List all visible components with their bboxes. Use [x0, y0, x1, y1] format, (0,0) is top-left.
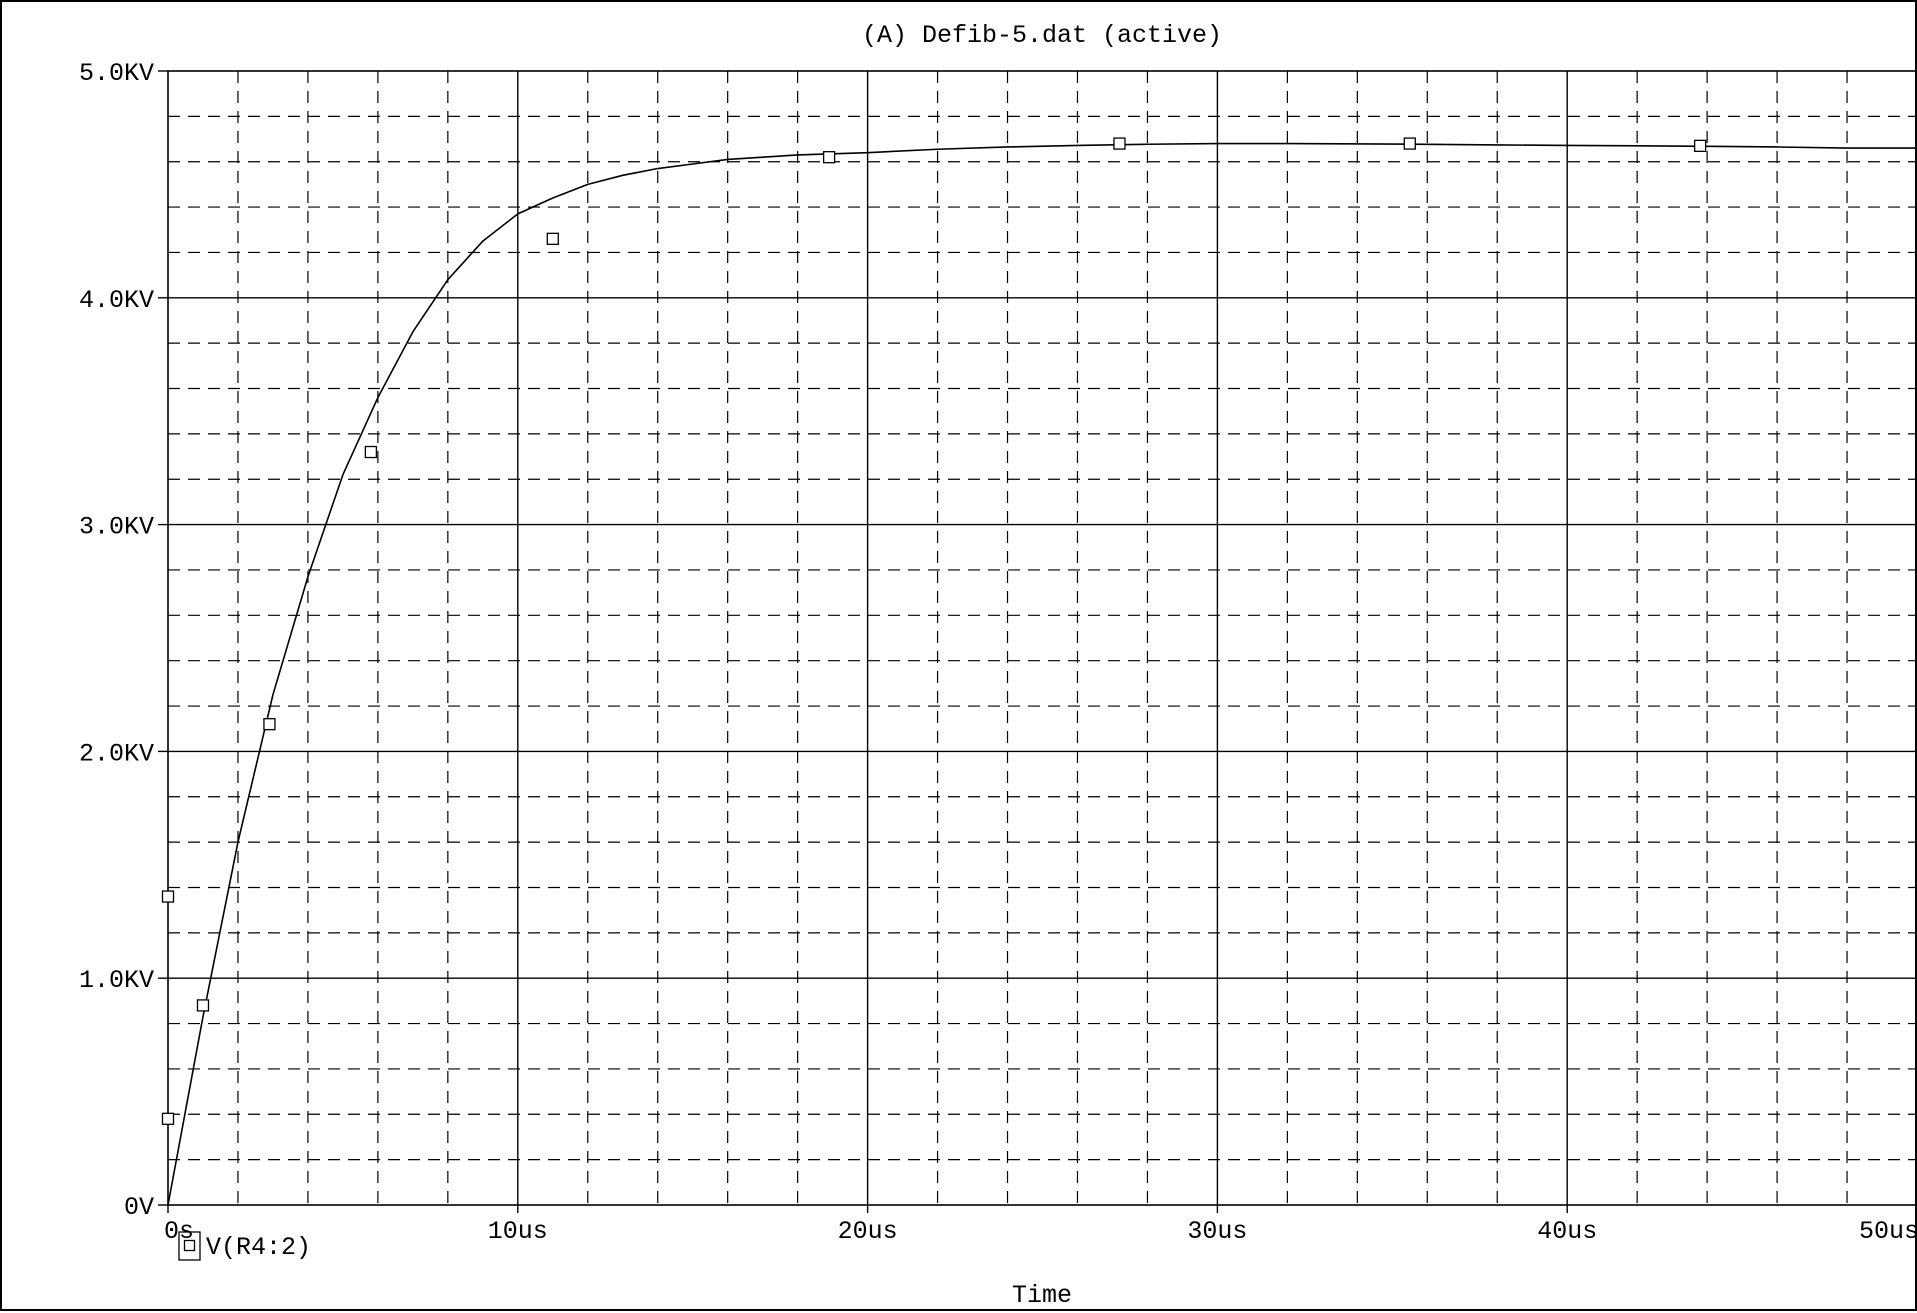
y-tick-label: 5.0KV: [79, 59, 154, 88]
x-tick-label: 30us: [1187, 1217, 1247, 1246]
data-point-marker: [1695, 140, 1706, 151]
series-line-v-r4-2: [168, 144, 1917, 1205]
data-point-marker: [365, 447, 376, 458]
data-point-marker: [824, 152, 835, 163]
data-point-marker: [163, 1113, 174, 1124]
x-tick-label: 40us: [1537, 1217, 1597, 1246]
y-tick-label: 4.0KV: [79, 286, 154, 315]
y-tick-label: 1.0KV: [79, 966, 154, 995]
data-point-marker: [264, 719, 275, 730]
data-point-marker: [197, 1000, 208, 1011]
data-point-marker: [163, 891, 174, 902]
x-tick-label: 50us: [1859, 1217, 1917, 1246]
x-tick-label: 10us: [488, 1217, 548, 1246]
x-tick-label: 20us: [838, 1217, 898, 1246]
y-tick-label: 2.0KV: [79, 739, 154, 768]
y-tick-label: 0V: [124, 1193, 154, 1222]
data-point-marker: [547, 233, 558, 244]
y-tick-label: 3.0KV: [79, 513, 154, 542]
data-point-marker: [1404, 138, 1415, 149]
plot-axes: [158, 71, 1917, 1213]
x-axis-label: Time: [1012, 1281, 1072, 1310]
chart-title: (A) Defib-5.dat (active): [862, 21, 1222, 50]
legend-label: V(R4:2): [206, 1233, 311, 1262]
plot-area-border: [168, 71, 1917, 1205]
grid-lines: [168, 71, 1917, 1205]
data-point-marker: [1114, 138, 1125, 149]
legend: V(R4:2): [179, 1232, 311, 1262]
legend-marker-square: [185, 1241, 195, 1251]
